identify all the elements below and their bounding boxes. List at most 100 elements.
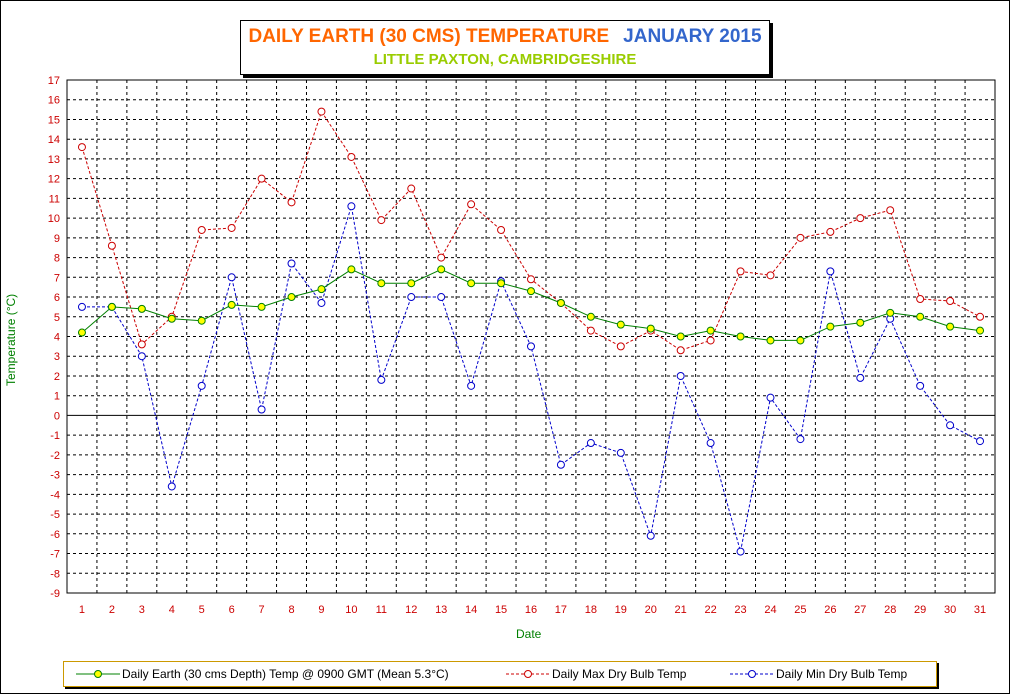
y-tick-label: 9 (54, 233, 60, 245)
y-tick-label: -1 (50, 430, 60, 442)
data-point-s2 (257, 405, 266, 414)
data-point-s0 (826, 322, 835, 331)
data-point-s0 (916, 312, 925, 321)
data-point-s0 (167, 314, 176, 323)
y-tick-label: 13 (48, 154, 60, 166)
x-tick-label: 8 (288, 604, 294, 616)
data-point-s2 (227, 273, 236, 282)
legend-swatch-max (506, 670, 550, 678)
data-point-s1 (706, 336, 715, 345)
data-point-s1 (347, 152, 356, 161)
y-tick-label: 14 (48, 134, 60, 146)
data-point-s0 (257, 302, 266, 311)
y-tick-label: 4 (54, 332, 60, 344)
data-point-s2 (407, 293, 416, 302)
x-tick-label: 11 (376, 604, 387, 616)
data-point-s1 (527, 275, 535, 284)
data-point-s1 (676, 346, 685, 355)
y-tick-label: 11 (49, 193, 60, 205)
data-point-s2 (586, 439, 595, 448)
data-point-s1 (467, 200, 476, 209)
y-tick-label: -2 (50, 450, 60, 462)
data-point-s1 (317, 107, 326, 116)
y-tick-label: 17 (48, 75, 60, 87)
x-tick-label: 14 (465, 604, 477, 616)
y-tick-label: -6 (50, 529, 60, 541)
data-point-s0 (706, 326, 715, 335)
data-point-s0 (77, 328, 86, 337)
legend-label-earth: Daily Earth (30 cms Depth) Temp @ 0900 G… (122, 667, 449, 681)
data-point-s0 (676, 332, 685, 341)
title-line: DAILY EARTH (30 CMS) TEMPERATURE JANUARY … (241, 26, 769, 48)
y-tick-label: 10 (48, 213, 60, 225)
x-tick-label: 9 (318, 604, 324, 616)
y-tick-label: 16 (48, 95, 60, 107)
data-point-s0 (137, 304, 146, 313)
data-point-s2 (317, 298, 326, 307)
x-tick-label: 7 (259, 604, 265, 616)
data-point-s1 (497, 225, 506, 234)
data-point-s2 (347, 202, 356, 211)
data-point-s1 (796, 233, 805, 242)
data-point-s0 (646, 324, 655, 333)
data-point-s0 (586, 312, 595, 321)
x-tick-label: 22 (704, 604, 716, 616)
data-point-s0 (107, 302, 116, 311)
x-tick-label: 13 (435, 604, 447, 616)
x-tick-label: 26 (824, 604, 836, 616)
title-box: DAILY EARTH (30 CMS) TEMPERATURE JANUARY … (240, 20, 770, 75)
plot-border (66, 79, 996, 594)
x-tick-label: 12 (405, 604, 417, 616)
y-axis-label: Temperature (°C) (4, 293, 18, 386)
y-tick-label: -4 (50, 489, 60, 501)
y-tick-label: -3 (50, 470, 60, 482)
data-point-s1 (287, 198, 296, 207)
data-point-s2 (856, 373, 865, 382)
x-tick-label: 3 (139, 604, 145, 616)
x-tick-label: 24 (764, 604, 776, 616)
x-tick-label: 20 (645, 604, 657, 616)
data-point-s0 (736, 332, 745, 341)
data-point-s0 (976, 326, 985, 335)
y-tick-label: 0 (54, 410, 60, 422)
data-point-s1 (826, 227, 835, 236)
y-tick-label: -8 (50, 568, 60, 580)
y-tick-label: -9 (50, 588, 60, 600)
data-point-s2 (976, 437, 985, 446)
x-tick-label: 18 (585, 604, 597, 616)
data-point-s0 (407, 279, 416, 288)
data-point-s2 (197, 381, 206, 390)
data-point-s1 (197, 225, 206, 234)
legend: Daily Earth (30 cms Depth) Temp @ 0900 G… (63, 661, 937, 687)
x-tick-label: 5 (199, 604, 205, 616)
legend-swatch-min (730, 670, 774, 678)
data-point-s2 (826, 267, 835, 276)
data-point-s0 (527, 287, 535, 296)
data-point-s0 (287, 293, 296, 302)
data-point-s1 (107, 241, 116, 250)
x-tick-label: 6 (229, 604, 235, 616)
chart-title-month: JANUARY 2015 (623, 26, 762, 47)
data-point-s0 (497, 279, 506, 288)
x-tick-label: 15 (495, 604, 507, 616)
data-point-s1 (736, 267, 745, 276)
x-tick-label: 4 (169, 604, 175, 616)
data-point-s2 (437, 293, 446, 302)
x-tick-label: 31 (974, 604, 986, 616)
data-point-s0 (317, 285, 326, 294)
data-point-s0 (227, 300, 236, 309)
y-tick-label: 2 (54, 371, 60, 383)
y-tick-label: 6 (54, 292, 60, 304)
y-tick-label: 1 (54, 391, 60, 403)
chart-plot: 17161514131211109876543210-1-2-3-4-5-6-7… (48, 75, 996, 616)
data-point-s2 (467, 381, 476, 390)
data-point-s0 (197, 316, 206, 325)
y-tick-label: 12 (48, 174, 60, 186)
y-tick-label: 5 (54, 312, 60, 324)
data-point-s0 (886, 308, 895, 317)
x-axis-label: Date (516, 627, 542, 641)
data-point-s1 (77, 143, 86, 152)
data-point-s2 (946, 421, 955, 430)
y-tick-label: -7 (50, 549, 60, 561)
x-tick-label: 25 (794, 604, 806, 616)
